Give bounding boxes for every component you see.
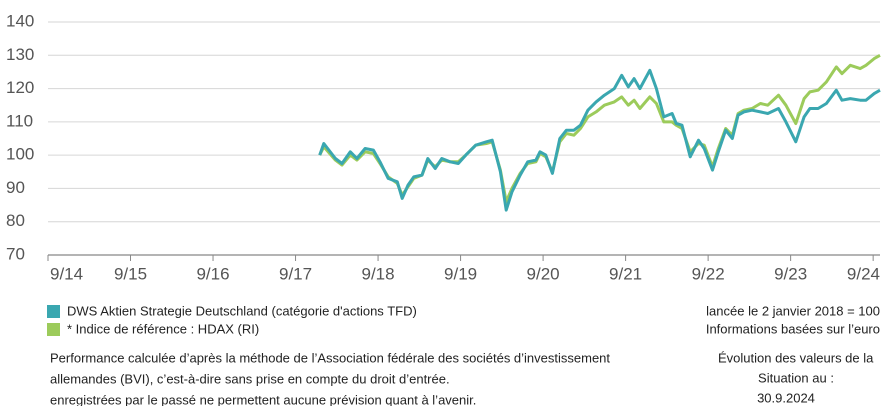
note: lancée le 2 janvier 2018 = 100 [706,303,880,318]
y-tick-label: 120 [6,78,34,97]
x-tick-label: 9/23 [774,264,807,283]
side-note: Situation au : [758,370,834,385]
legend-label: * Indice de référence : HDAX (RI) [67,321,259,336]
x-tick-label: 9/18 [362,264,395,283]
note: Informations basées sur l’euro [706,321,880,336]
footnote: allemandes (BVI), c’est-à-dire sans pris… [50,371,450,386]
x-tick-label: 9/17 [279,264,312,283]
series-line [318,53,881,204]
x-tick-label: 9/22 [692,264,725,283]
x-tick-label: 9/21 [609,264,642,283]
y-tick-label: 80 [6,211,25,230]
legend-swatch [47,305,60,318]
y-tick-label: 70 [6,244,25,263]
series-line [318,68,881,212]
x-tick-label: 9/19 [444,264,477,283]
side-note: 30.9.2024 [757,390,815,405]
y-tick-label: 110 [6,111,33,130]
side-note: Évolution des valeurs de la [718,350,874,365]
footnote: Performance calculée d’après la méthode … [50,350,610,365]
x-tick-label: 9/14 [50,264,83,283]
y-tick-label: 90 [6,178,25,197]
x-tick-label: 9/15 [114,264,147,283]
x-tick-label: 9/20 [527,264,560,283]
x-tick-label: 9/16 [196,264,229,283]
footnote: enregistrées par le passé ne permettent … [50,392,476,406]
legend-swatch [47,323,60,336]
legend-label: DWS Aktien Strategie Deutschland (catégo… [67,303,417,318]
y-tick-label: 130 [6,45,34,64]
y-tick-label: 100 [6,145,34,164]
y-tick-label: 140 [6,11,34,30]
x-tick-label: 9/24 [847,264,880,283]
